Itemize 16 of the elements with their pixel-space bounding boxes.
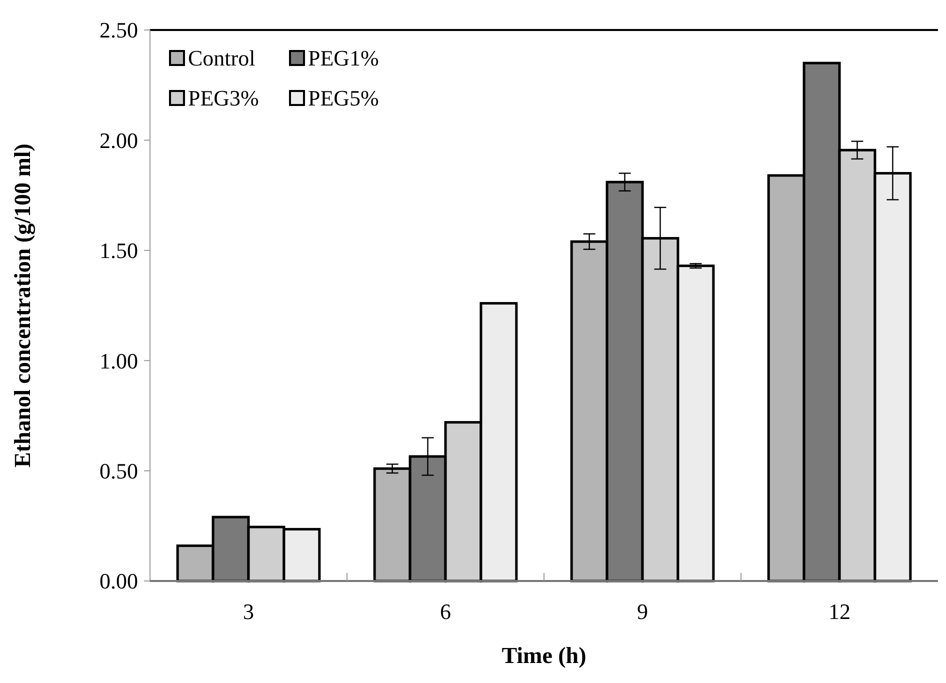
y-tick-label: 2.50 [100, 18, 138, 43]
y-tick-label: 1.50 [100, 238, 138, 264]
legend-label: Control [188, 46, 256, 71]
x-tick-label: 3 [243, 599, 254, 624]
x-tick-label: 9 [637, 599, 648, 624]
x-axis-title: Time (h) [502, 643, 586, 668]
x-tick-label: 12 [828, 599, 850, 624]
x-tick-label: 6 [440, 599, 451, 624]
y-tick-label: 0.00 [100, 568, 138, 594]
legend-label: PEG5% [308, 86, 379, 111]
legend-label: PEG1% [308, 46, 379, 71]
y-tick-label: 1.00 [100, 348, 138, 374]
y-axis-title: Ethanol concentration (g/100 ml) [10, 144, 36, 468]
legend-label: PEG3% [188, 86, 259, 111]
y-tick-label: 2.00 [100, 128, 138, 153]
y-tick-label: 0.50 [100, 458, 138, 484]
